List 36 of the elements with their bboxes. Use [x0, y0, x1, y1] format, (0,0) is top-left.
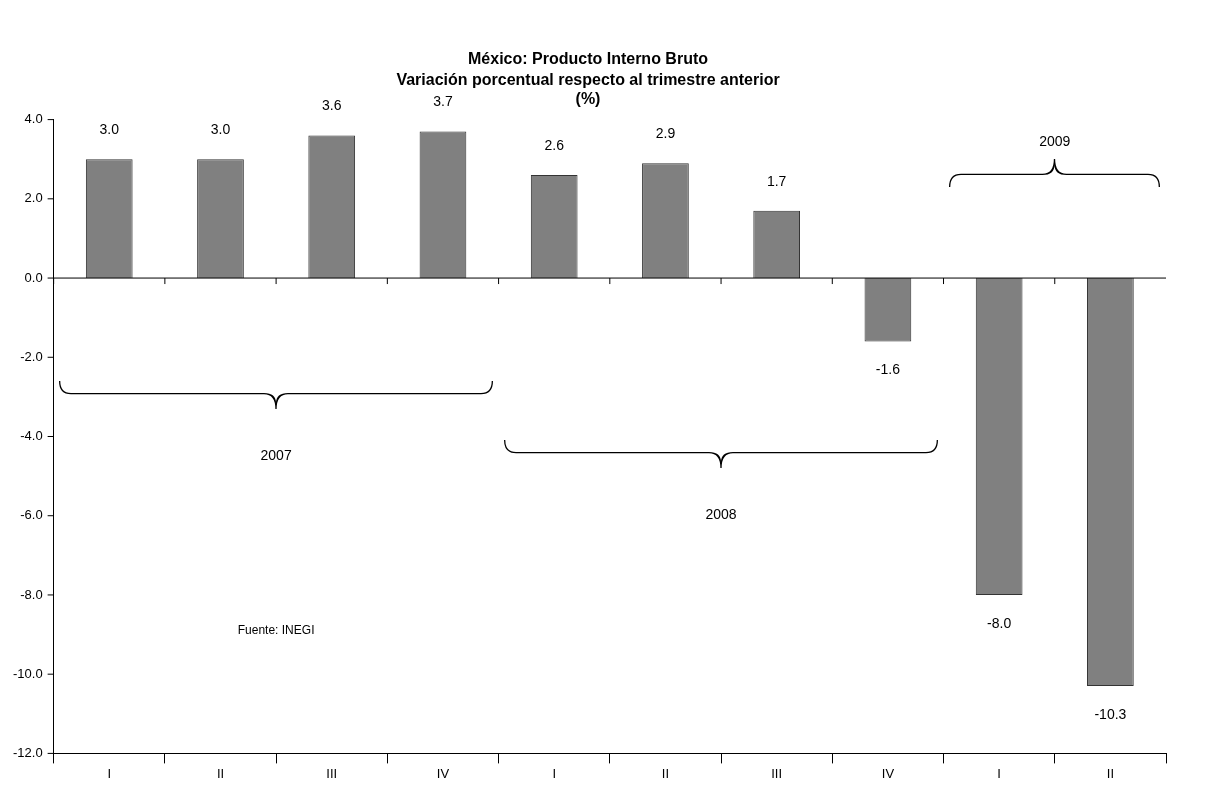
y-axis-title: (%) — [575, 90, 601, 108]
data-label: 3.0 — [210, 121, 231, 138]
chart-subtitle: Variación porcentual respecto al trimestre anterior — [396, 71, 780, 89]
x-tick-label: I — [997, 765, 1001, 781]
y-tick-label: 4.0 — [24, 111, 43, 127]
data-label: 3.0 — [99, 121, 120, 138]
y-tick-label: -10.0 — [12, 665, 43, 681]
x-tick-label: II — [661, 765, 670, 781]
x-tick-label: III — [771, 765, 783, 781]
y-tick-label: 0.0 — [24, 269, 43, 285]
y-tick-label: -4.0 — [20, 428, 43, 444]
y-tick-label: -2.0 — [20, 348, 43, 364]
x-tick-label: IV — [881, 765, 895, 781]
data-label: 1.7 — [766, 172, 787, 189]
data-label: -10.3 — [1094, 705, 1127, 722]
y-tick-label: -12.0 — [12, 744, 43, 760]
y-tick-label: 2.0 — [24, 190, 43, 206]
x-tick-label: III — [326, 765, 338, 781]
data-label: 3.7 — [433, 93, 453, 110]
data-label: 2.6 — [544, 136, 565, 153]
x-tick-label: II — [216, 765, 225, 781]
data-label: 3.6 — [321, 97, 342, 114]
annotation: 2007 — [260, 446, 292, 463]
y-tick-label: -8.0 — [20, 586, 43, 602]
chart-title: México: Producto Interno Bruto — [468, 50, 709, 68]
x-tick-label: I — [552, 765, 557, 781]
x-tick-label: II — [1106, 765, 1114, 781]
y-tick-label: -6.0 — [20, 507, 43, 523]
annotation: 2008 — [705, 506, 737, 523]
data-label: -1.6 — [875, 361, 901, 378]
x-tick-label: I — [107, 765, 112, 781]
data-label: 2.9 — [655, 125, 676, 142]
x-tick-label: IV — [436, 765, 450, 781]
annotation: 2009 — [1039, 132, 1071, 149]
annotation: Fuente: INEGI — [237, 622, 315, 637]
data-label: -8.0 — [987, 614, 1012, 631]
